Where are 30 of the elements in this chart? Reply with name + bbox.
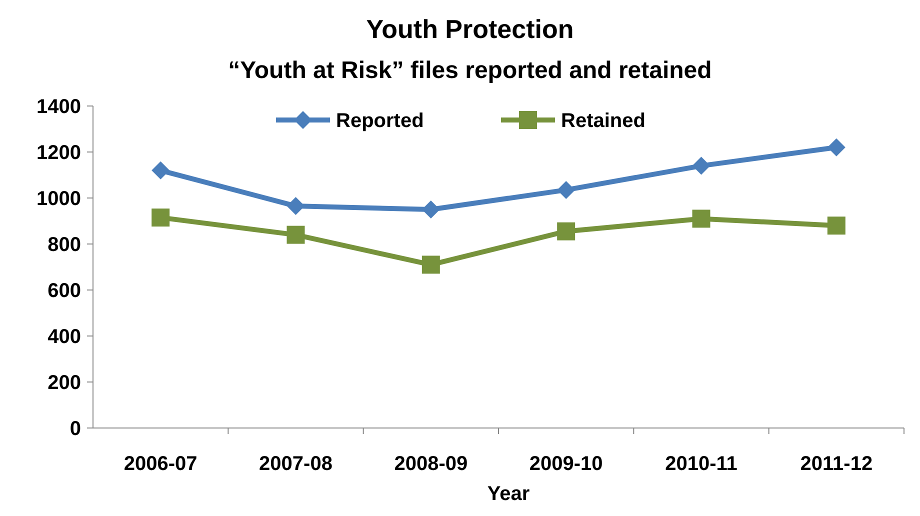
legend-label: Reported [336, 110, 424, 132]
x-tick-label: 2006-07 [124, 453, 198, 475]
y-tick-label: 400 [48, 326, 81, 348]
point [422, 256, 440, 274]
point [557, 222, 576, 240]
y-tick-label: 200 [48, 372, 81, 394]
chart-subtitle: “Youth at Risk” files reported and retained [228, 57, 712, 84]
point [692, 156, 710, 175]
x-tick-label: 2008-09 [394, 453, 468, 475]
y-tick-label: 1400 [36, 96, 81, 118]
x-tick-label: 2009-10 [529, 453, 603, 475]
x-tick-label: 2007-08 [259, 453, 332, 475]
point [827, 216, 846, 235]
y-tick-label: 1200 [36, 142, 81, 164]
y-tick-label: 800 [48, 234, 81, 256]
point [286, 226, 305, 244]
y-tick-label: 1000 [36, 188, 81, 210]
point [827, 138, 846, 156]
point [152, 161, 170, 180]
y-tick-label: 600 [48, 280, 81, 302]
legend-label: Retained [561, 110, 646, 132]
point [557, 180, 576, 199]
x-tick-label: 2010-11 [665, 453, 738, 475]
point [286, 197, 305, 216]
x-axis-title: Year [487, 483, 530, 505]
y-tick-label: 0 [70, 418, 81, 440]
x-tick-label: 2011-12 [800, 453, 873, 475]
point [692, 210, 710, 228]
point [152, 208, 170, 227]
chart-title: Youth Protection [366, 14, 574, 44]
